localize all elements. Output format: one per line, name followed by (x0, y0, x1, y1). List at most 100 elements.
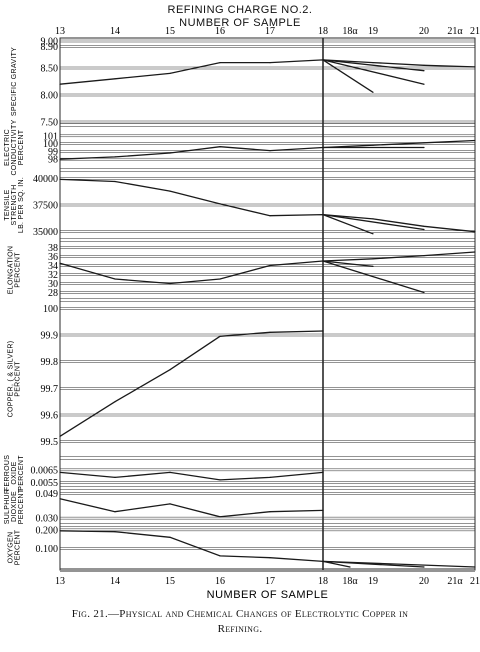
data-point (169, 536, 171, 538)
data-point (59, 530, 61, 532)
chart-subtitle: NUMBER OF SAMPLE (179, 17, 301, 29)
series-line (59, 471, 324, 481)
data-point (322, 59, 324, 61)
data-point (114, 531, 116, 533)
series-line (59, 178, 476, 233)
data-point (372, 265, 374, 267)
data-layer (59, 59, 476, 568)
series-line (322, 213, 374, 235)
y-tick-label: 0.0065 (31, 465, 59, 476)
data-point (114, 476, 116, 478)
data-point (474, 139, 476, 142)
data-point (114, 78, 116, 80)
bottom-x-tick-label: 17 (265, 576, 275, 587)
data-point (169, 369, 171, 371)
series-line (322, 260, 374, 268)
series-line (322, 59, 425, 85)
data-point (423, 83, 425, 85)
data-point (322, 214, 324, 216)
data-point (59, 262, 61, 264)
y-tick-label: 101 (43, 131, 58, 142)
y-tick-label: 8.50 (41, 64, 59, 75)
top-x-tick-label: 19 (368, 26, 378, 37)
panel-y-title: DIOXIDE (11, 491, 18, 522)
series-line (59, 330, 324, 437)
plot-frame (59, 37, 476, 571)
y-tick-label: 8.00 (41, 91, 59, 102)
top-x-tick-label: 16 (215, 26, 225, 37)
data-point (114, 278, 116, 280)
data-point (372, 258, 374, 260)
y-tick-label: 7.50 (41, 118, 59, 129)
panel-y-title: PERCENT (18, 455, 25, 491)
series-line (322, 59, 374, 93)
y-tick-label: 0.200 (36, 525, 59, 536)
data-point (322, 560, 324, 563)
panel-y-title: TENSILE (4, 189, 11, 220)
y-tick-label: 37500 (33, 201, 58, 212)
data-point (169, 152, 171, 154)
y-tick-label: 100 (43, 304, 58, 315)
bottom-x-tick-label: 21α (447, 576, 463, 587)
data-point (269, 62, 271, 64)
data-point (114, 180, 116, 183)
top-x-tick-label: 17 (265, 26, 275, 37)
y-tick-label: 36 (48, 252, 58, 263)
panel-y-title: COPPER, ( & SILVER) (8, 341, 15, 418)
series-line (322, 560, 351, 568)
series-line (59, 530, 476, 568)
data-point (372, 218, 374, 220)
data-point (219, 516, 221, 518)
figure-caption: Fig. 21.—Physical and Chemical Changes o… (20, 607, 460, 637)
bottom-x-tick-label: 13 (55, 576, 65, 587)
chart-area: 13 14 15 16 17 18 18α 19 20 21α 21 13 14 15 16 17 18 18α 1… (4, 26, 480, 600)
series-line (59, 251, 476, 285)
top-x-tick-label: 20 (419, 26, 429, 37)
data-point (219, 278, 221, 280)
data-point (322, 260, 324, 262)
data-point (269, 511, 271, 513)
y-tick-label: 0.100 (36, 544, 59, 555)
data-point (423, 228, 425, 231)
series-line (322, 213, 425, 231)
caption-line-1: Fig. 21.—Physical and Chemical Changes o… (71, 608, 409, 620)
top-x-tick-label: 18 (318, 26, 328, 37)
data-point (349, 566, 351, 568)
top-x-tick-label: 13 (55, 26, 65, 37)
data-point (269, 215, 271, 217)
top-x-tick-label: 21α (447, 26, 463, 37)
data-point (269, 476, 271, 478)
y-tick-label: 99.5 (41, 437, 59, 448)
panel-y-title: FERROUS (4, 455, 11, 491)
data-point (322, 330, 324, 332)
data-point (114, 511, 116, 513)
panel-y-title: PERCENT (15, 529, 22, 565)
chart-title: REFINING CHARGE NO.2. (167, 4, 313, 16)
series-line (59, 59, 476, 85)
y-tick-label: 99.8 (41, 357, 59, 368)
panel-y-title: CONDUCTIVITY (11, 119, 18, 175)
data-point (474, 231, 476, 233)
y-tick-label: 99.9 (41, 331, 59, 342)
y-tick-label: 99.7 (41, 384, 59, 395)
y-tick-label: 8.90 (41, 42, 59, 53)
top-x-tick-label: 15 (165, 26, 175, 37)
y-tick-label: 34 (48, 261, 58, 272)
y-tick-label: 0.0055 (31, 478, 59, 489)
y-tick-label: 32 (48, 270, 58, 281)
y-tick-label: 99 (48, 147, 58, 158)
data-point (59, 471, 61, 473)
data-point (219, 203, 221, 205)
bottom-x-tick-label: 19 (368, 576, 378, 587)
x-axis-title: NUMBER OF SAMPLE (207, 589, 329, 600)
data-point (59, 435, 61, 437)
data-point (114, 156, 116, 158)
data-point (474, 566, 476, 568)
y-tick-label: 0.030 (36, 514, 59, 525)
panel-y-title: PERCENT (15, 361, 22, 397)
y-tick-label: 98 (48, 155, 58, 166)
panel-y-title: PERCENT (18, 129, 25, 165)
caption-line-2: Refining. (217, 623, 263, 635)
y-tick-label: 99.6 (41, 411, 59, 422)
data-point (474, 66, 476, 68)
